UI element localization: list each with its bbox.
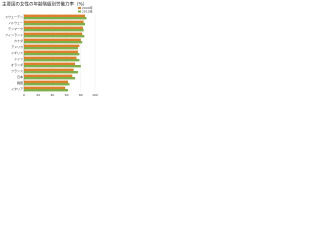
bar bbox=[24, 86, 66, 89]
y-tick-label: イギリス bbox=[11, 50, 23, 55]
y-tick-label: ドイツ bbox=[14, 57, 23, 61]
bar bbox=[24, 56, 77, 59]
bar bbox=[24, 23, 86, 26]
legend-swatch bbox=[78, 7, 81, 9]
bar bbox=[24, 74, 73, 77]
bar bbox=[24, 62, 76, 65]
y-tick-label: デンマーク bbox=[8, 26, 23, 31]
y-tick-label: フィンランド bbox=[5, 32, 23, 37]
x-tick-label: 60 bbox=[65, 93, 69, 97]
x-tick-label: 100 bbox=[92, 93, 98, 97]
y-tick-label: イタリア bbox=[11, 86, 23, 91]
y-tick-label: アメリカ bbox=[11, 44, 23, 49]
y-tick-label: 韓国 bbox=[17, 80, 23, 85]
bar bbox=[24, 59, 80, 62]
x-tick-label: 80 bbox=[79, 93, 83, 97]
bar bbox=[24, 38, 81, 41]
bar bbox=[24, 35, 85, 38]
bar bbox=[24, 41, 83, 44]
bar bbox=[24, 50, 78, 53]
y-tick-label: オランダ bbox=[11, 62, 23, 67]
chart-title: 主要国の女性の年齢階級別労働力率（%） bbox=[2, 1, 87, 8]
bar bbox=[24, 20, 84, 23]
bar bbox=[24, 29, 84, 32]
y-tick-label: スウェーデン bbox=[5, 14, 23, 19]
x-tick-label: 20 bbox=[36, 93, 40, 97]
bar bbox=[24, 26, 83, 29]
y-tick-label: カナダ bbox=[14, 38, 23, 43]
bar bbox=[24, 80, 69, 83]
bar bbox=[24, 89, 69, 92]
bar bbox=[24, 65, 81, 68]
legend-label: 2010年 bbox=[82, 9, 93, 14]
bar bbox=[24, 17, 87, 20]
legend-label: 2000年 bbox=[82, 5, 93, 10]
y-tick-label: 日本 bbox=[17, 74, 23, 79]
bar bbox=[24, 83, 70, 86]
bar bbox=[24, 32, 83, 35]
x-tick-label: 40 bbox=[50, 93, 54, 97]
bar bbox=[24, 47, 78, 50]
bar bbox=[24, 44, 80, 47]
bar bbox=[24, 68, 74, 71]
bar bbox=[24, 53, 80, 56]
bar bbox=[24, 71, 78, 74]
chart: 主要国の女性の年齢階級別労働力率（%） 0 20 40 60 80 100 スウェーデンノル… bbox=[0, 0, 100, 100]
bar bbox=[24, 77, 76, 80]
bar bbox=[24, 14, 86, 17]
legend-swatch bbox=[78, 10, 81, 13]
y-tick-label: ノルウェー bbox=[8, 20, 23, 25]
y-tick-label: フランス bbox=[11, 68, 23, 73]
x-tick-label: 0 bbox=[23, 93, 25, 97]
